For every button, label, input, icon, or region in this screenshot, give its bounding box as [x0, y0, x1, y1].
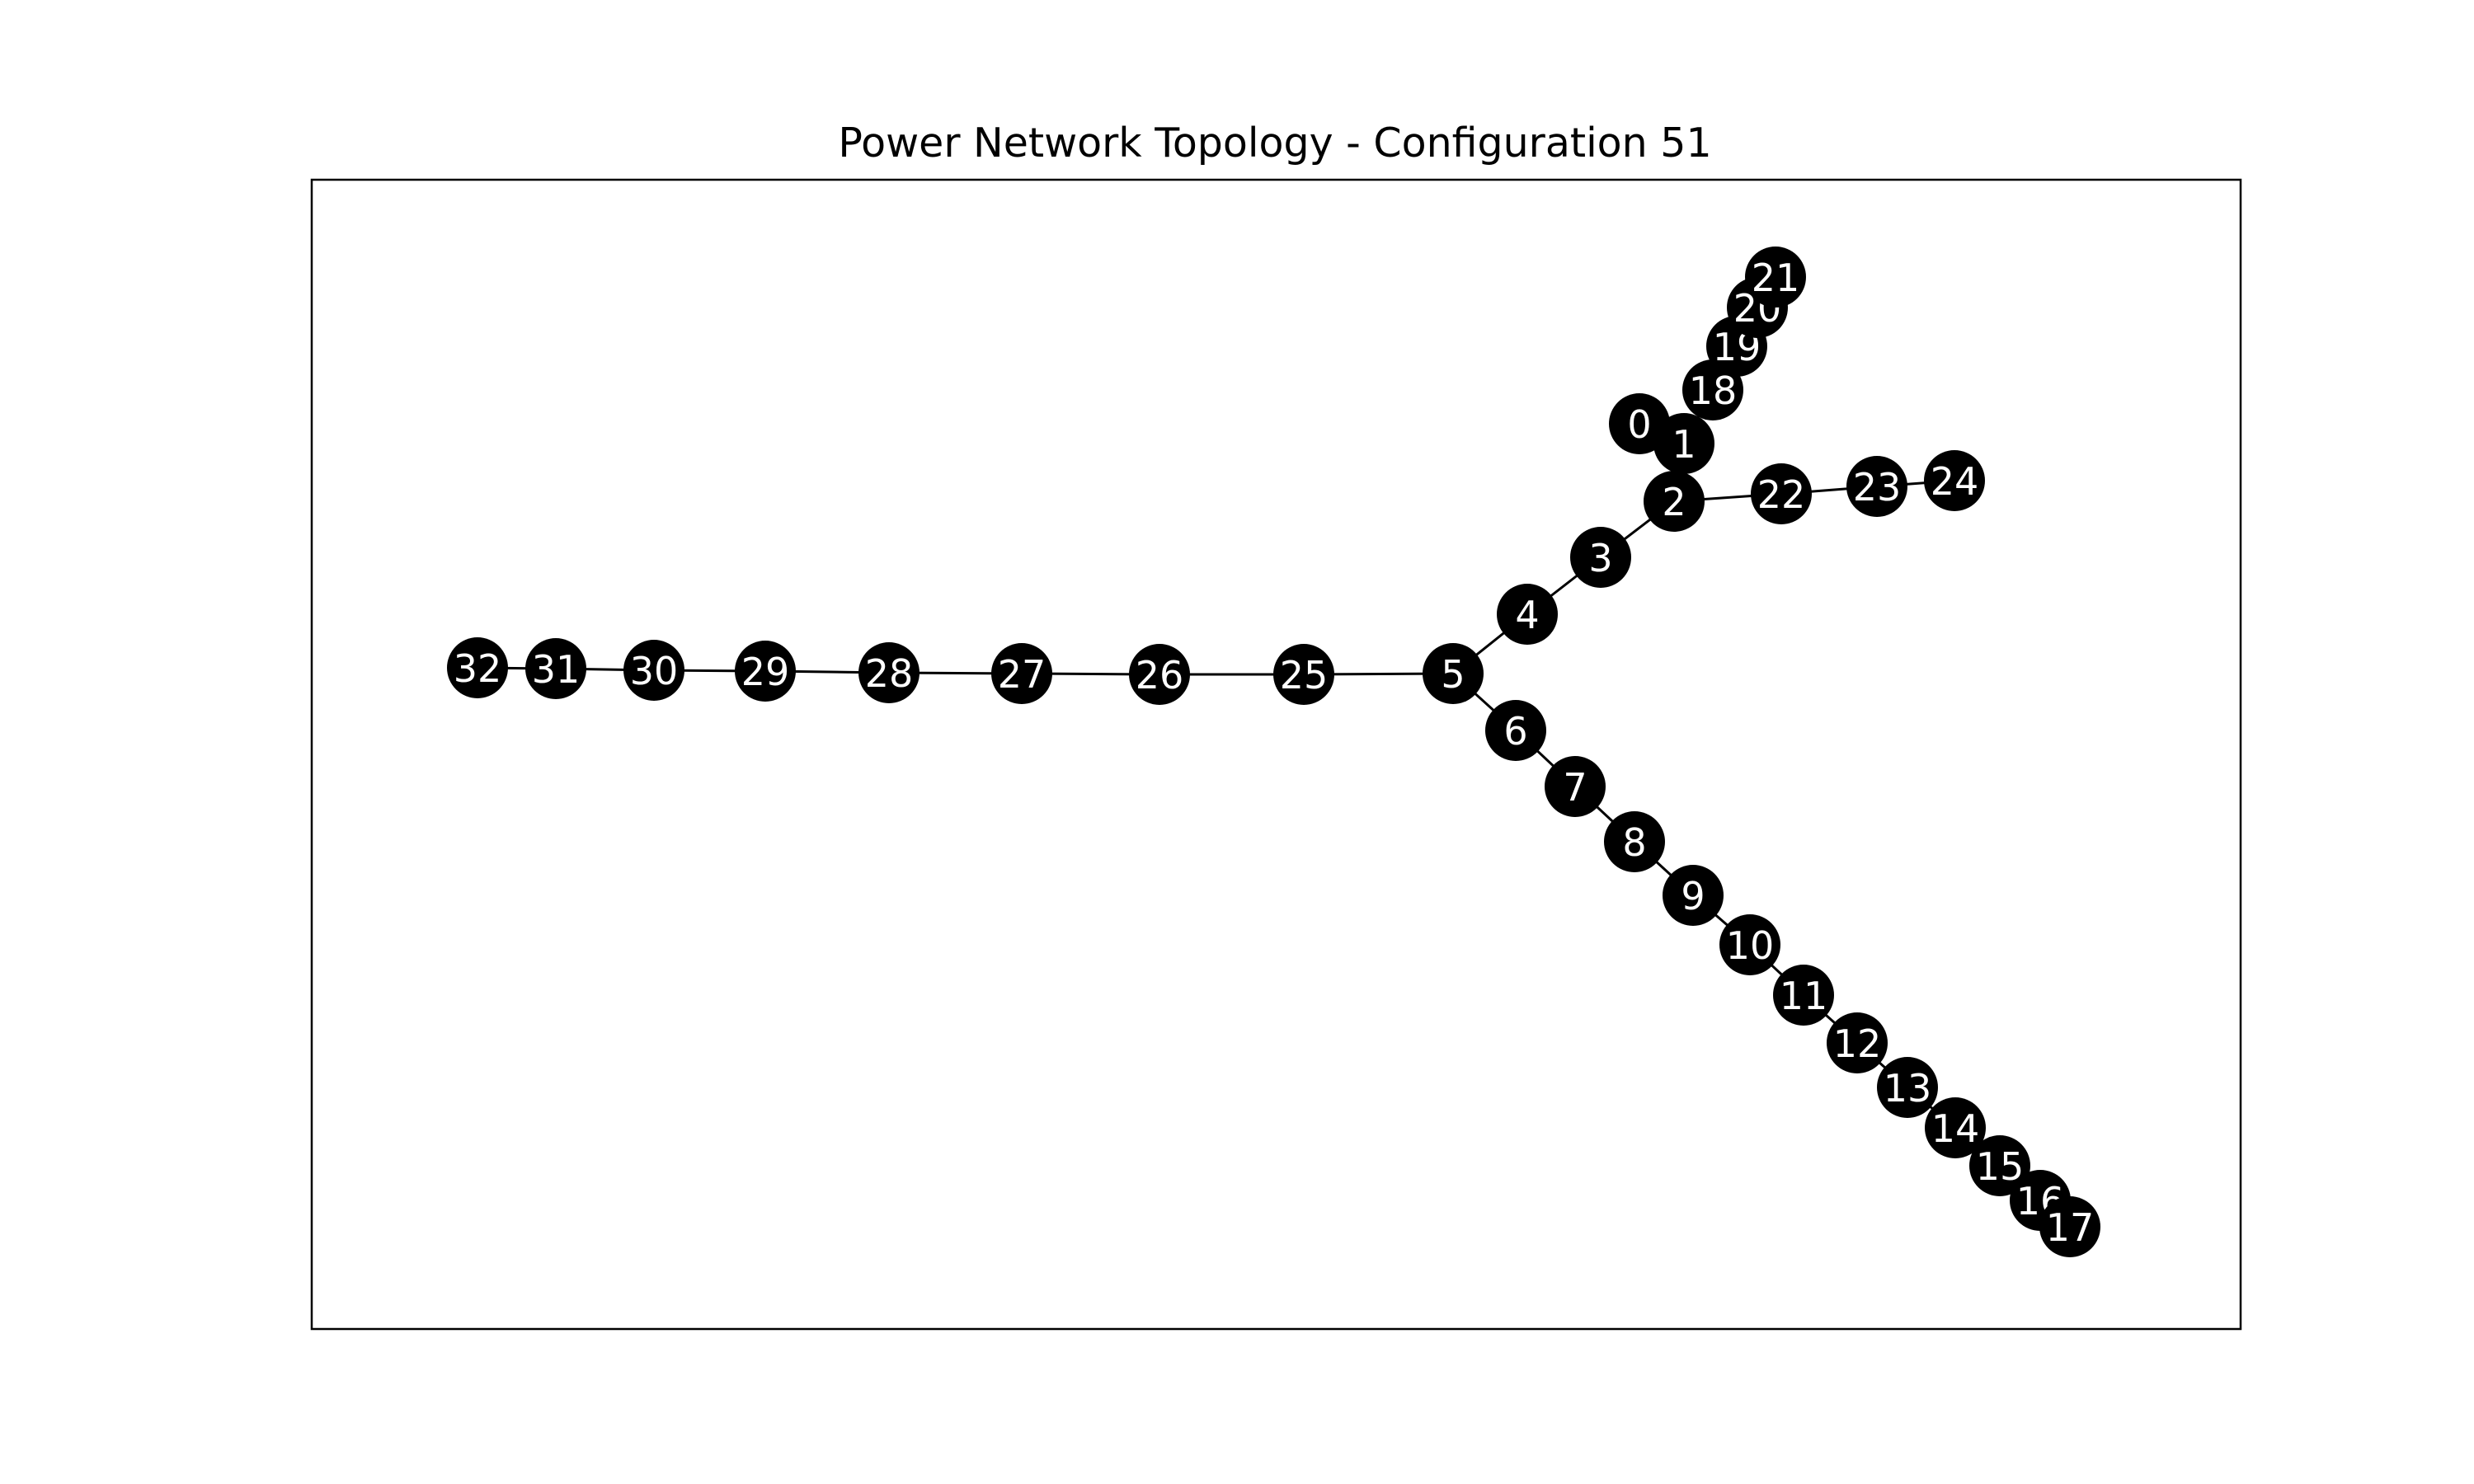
node-circle-30 — [623, 640, 684, 701]
node-circle-25 — [1273, 644, 1334, 705]
node-11: 11 — [1773, 965, 1834, 1026]
node-1: 1 — [1653, 413, 1714, 474]
node-label-18: 18 — [1689, 369, 1738, 413]
node-circle-31 — [525, 638, 586, 699]
node-4: 4 — [1497, 584, 1558, 645]
node-circle-22 — [1751, 463, 1812, 524]
node-29: 29 — [735, 641, 796, 702]
node-label-7: 7 — [1563, 765, 1587, 810]
node-circle-29 — [735, 641, 796, 702]
node-label-12: 12 — [1833, 1021, 1882, 1066]
node-label-11: 11 — [1780, 974, 1828, 1018]
node-31: 31 — [525, 638, 586, 699]
node-label-3: 3 — [1588, 536, 1612, 580]
node-5: 5 — [1423, 643, 1484, 704]
node-label-29: 29 — [741, 650, 790, 694]
node-label-28: 28 — [865, 651, 914, 696]
node-9: 9 — [1663, 865, 1724, 926]
node-circle-17 — [2039, 1196, 2100, 1257]
node-circle-13 — [1877, 1057, 1938, 1118]
node-circle-26 — [1129, 644, 1190, 705]
node-15: 15 — [1969, 1135, 2030, 1196]
node-circle-12 — [1827, 1012, 1888, 1073]
node-circle-2 — [1644, 471, 1705, 532]
node-32: 32 — [447, 637, 508, 698]
node-label-32: 32 — [454, 646, 502, 691]
node-12: 12 — [1827, 1012, 1888, 1073]
node-label-5: 5 — [1441, 652, 1465, 697]
plot-frame — [310, 178, 2242, 1331]
node-23: 23 — [1846, 456, 1907, 517]
node-label-1: 1 — [1672, 422, 1696, 467]
node-label-26: 26 — [1136, 653, 1184, 697]
node-circle-9 — [1663, 865, 1724, 926]
node-13: 13 — [1877, 1057, 1938, 1118]
node-circle-27 — [991, 643, 1052, 704]
node-circle-15 — [1969, 1135, 2030, 1196]
node-circle-7 — [1545, 756, 1606, 817]
node-label-4: 4 — [1515, 593, 1539, 637]
node-10: 10 — [1719, 914, 1780, 975]
node-circle-21 — [1745, 247, 1806, 308]
node-circle-14 — [1925, 1097, 1986, 1158]
node-label-15: 15 — [1976, 1144, 2025, 1189]
node-7: 7 — [1545, 756, 1606, 817]
node-25: 25 — [1273, 644, 1334, 705]
node-14: 14 — [1925, 1097, 1986, 1158]
node-circle-5 — [1423, 643, 1484, 704]
node-3: 3 — [1570, 527, 1631, 588]
chart-title: Power Network Topology - Configuration 5… — [838, 120, 1711, 167]
node-label-13: 13 — [1884, 1066, 1932, 1111]
node-label-24: 24 — [1931, 459, 1979, 504]
node-label-22: 22 — [1757, 472, 1806, 517]
node-label-25: 25 — [1280, 653, 1329, 697]
node-label-0: 0 — [1627, 402, 1651, 447]
node-label-14: 14 — [1931, 1106, 1980, 1151]
node-circle-11 — [1773, 965, 1834, 1026]
node-17: 17 — [2039, 1196, 2100, 1257]
node-8: 8 — [1604, 811, 1665, 872]
node-label-23: 23 — [1853, 465, 1902, 510]
node-circle-6 — [1485, 700, 1546, 761]
node-circle-4 — [1497, 584, 1558, 645]
node-circle-8 — [1604, 811, 1665, 872]
node-circle-24 — [1924, 450, 1985, 511]
node-21: 21 — [1745, 247, 1806, 308]
node-24: 24 — [1924, 450, 1985, 511]
node-circle-32 — [447, 637, 508, 698]
node-label-10: 10 — [1726, 923, 1775, 968]
node-22: 22 — [1751, 463, 1812, 524]
node-6: 6 — [1485, 700, 1546, 761]
node-label-17: 17 — [2046, 1205, 2095, 1250]
node-circle-10 — [1719, 914, 1780, 975]
node-27: 27 — [991, 643, 1052, 704]
node-circle-3 — [1570, 527, 1631, 588]
node-30: 30 — [623, 640, 684, 701]
node-28: 28 — [858, 642, 920, 703]
node-label-31: 31 — [532, 647, 581, 692]
node-label-2: 2 — [1662, 480, 1686, 524]
node-label-27: 27 — [998, 652, 1047, 697]
node-circle-1 — [1653, 413, 1714, 474]
node-label-30: 30 — [630, 649, 679, 693]
node-label-8: 8 — [1622, 820, 1646, 865]
node-26: 26 — [1129, 644, 1190, 705]
node-label-9: 9 — [1681, 874, 1705, 918]
node-2: 2 — [1644, 471, 1705, 532]
node-circle-28 — [858, 642, 920, 703]
node-circle-23 — [1846, 456, 1907, 517]
node-label-6: 6 — [1503, 709, 1527, 754]
node-label-21: 21 — [1752, 256, 1800, 300]
